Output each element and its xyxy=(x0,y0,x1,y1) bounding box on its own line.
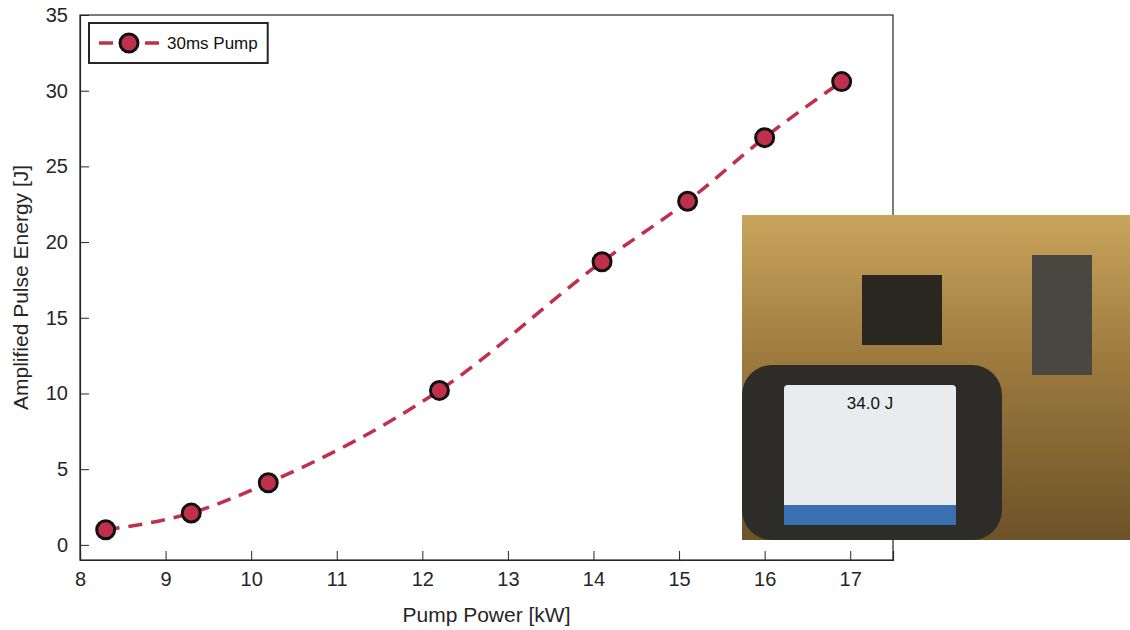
x-tick-label: 11 xyxy=(327,568,348,590)
x-tick-mark xyxy=(593,551,594,560)
x-tick-label: 15 xyxy=(668,568,690,590)
x-tick-label: 17 xyxy=(840,568,862,590)
x-tick: 10 xyxy=(241,551,263,590)
y-tick-label: 10 xyxy=(46,382,68,404)
x-tick: 9 xyxy=(161,551,172,590)
x-tick-mark xyxy=(166,551,167,560)
x-tick: 12 xyxy=(412,551,434,590)
data-point xyxy=(679,192,697,210)
photo-detector xyxy=(862,275,942,345)
x-axis-line xyxy=(81,551,894,561)
x-tick-label: 12 xyxy=(412,568,434,590)
x-tick-label: 9 xyxy=(161,568,172,590)
y-tick-label: 20 xyxy=(46,231,68,253)
x-tick-label: 14 xyxy=(583,568,605,590)
y-tick-mark xyxy=(80,166,89,167)
y-tick-label: 35 xyxy=(46,4,68,26)
meter-reading: 34.0 J xyxy=(847,394,893,413)
y-axis-line xyxy=(81,16,90,561)
y-tick-label: 30 xyxy=(46,80,68,102)
y-tick-label: 0 xyxy=(57,534,68,556)
y-tick-mark xyxy=(80,318,89,319)
y-tick-mark xyxy=(80,15,89,16)
x-tick: 11 xyxy=(327,551,348,590)
x-tick-mark xyxy=(508,551,509,560)
legend-marker xyxy=(120,34,138,52)
photo-background xyxy=(742,215,1130,540)
legend-box xyxy=(89,23,268,63)
y-tick-mark xyxy=(80,393,89,394)
y-tick-label: 5 xyxy=(57,458,68,480)
inset-photo: 34.0 J xyxy=(742,215,1130,540)
x-tick-label: 10 xyxy=(241,568,263,590)
photo-meter-screen xyxy=(784,385,956,525)
x-tick-mark xyxy=(337,551,338,560)
chart: 8 9 10 11 12 13 14 15 16 17 0 5 10 15 20 25 30 35 30ms Pum… xyxy=(0,0,1130,630)
data-point xyxy=(259,474,277,492)
y-tick-mark xyxy=(80,242,89,243)
y-tick-mark xyxy=(80,91,89,92)
y-tick: 10 xyxy=(46,382,89,404)
photo-meter xyxy=(742,365,1002,540)
y-tick: 5 xyxy=(57,458,89,480)
x-tick-label: 8 xyxy=(75,568,86,590)
data-point xyxy=(97,521,115,539)
y-tick-label: 25 xyxy=(46,155,68,177)
y-axis: 0 5 10 15 20 25 30 35 xyxy=(46,4,89,561)
photo-mount xyxy=(1032,255,1092,375)
y-tick-mark xyxy=(80,469,89,470)
y-tick: 0 xyxy=(57,534,89,556)
y-tick-mark xyxy=(80,545,89,546)
x-tick-mark xyxy=(422,551,423,560)
y-tick: 35 xyxy=(46,4,89,26)
data-point xyxy=(430,381,448,399)
legend-label: 30ms Pump xyxy=(167,34,258,53)
x-tick-label: 13 xyxy=(497,568,519,590)
x-axis-title: Pump Power [kW] xyxy=(402,603,570,626)
x-tick: 17 xyxy=(840,551,862,590)
y-tick: 30 xyxy=(46,80,89,102)
y-tick: 20 xyxy=(46,231,89,253)
data-point xyxy=(182,504,200,522)
x-tick-mark xyxy=(251,551,252,560)
x-tick-label: 16 xyxy=(754,568,776,590)
y-tick: 25 xyxy=(46,155,89,177)
series-line xyxy=(106,82,842,530)
data-point xyxy=(833,73,851,91)
data-point xyxy=(593,253,611,271)
y-tick-label: 15 xyxy=(46,307,68,329)
x-axis: 8 9 10 11 12 13 14 15 16 17 xyxy=(75,551,894,590)
x-tick: 15 xyxy=(668,551,690,590)
x-tick: 16 xyxy=(754,551,776,590)
y-tick: 15 xyxy=(46,307,89,329)
x-tick-mark xyxy=(850,551,851,560)
y-axis-title: Amplified Pulse Energy [J] xyxy=(9,165,32,410)
x-tick-mark xyxy=(679,551,680,560)
marks xyxy=(97,73,851,539)
x-tick: 13 xyxy=(497,551,519,590)
x-tick-mark xyxy=(765,551,766,560)
data-point xyxy=(756,129,774,147)
x-tick: 14 xyxy=(583,551,605,590)
photo-meter-toolbar xyxy=(784,505,956,525)
legend: 30ms Pump xyxy=(89,23,268,63)
